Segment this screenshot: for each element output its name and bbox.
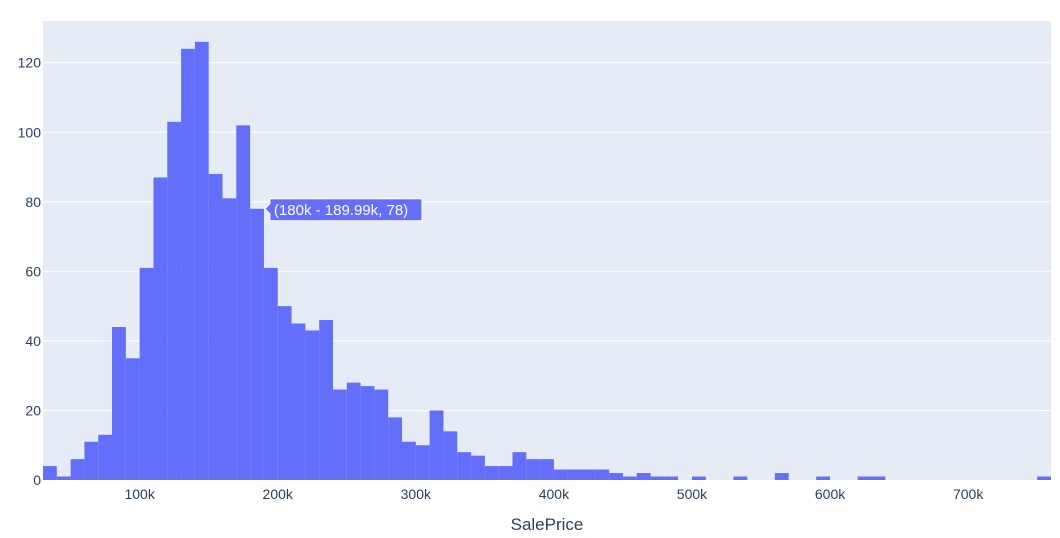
y-tick-label: 100 <box>18 124 42 140</box>
histogram-bar <box>512 452 527 480</box>
histogram-bar <box>622 476 637 480</box>
tooltip-box <box>264 198 423 222</box>
histogram-bar <box>484 466 499 480</box>
histogram-bar <box>567 469 582 480</box>
histogram-bar <box>498 466 513 480</box>
x-tick-label: 600k <box>815 486 846 502</box>
histogram-bar <box>70 459 85 480</box>
histogram-bar <box>263 267 278 480</box>
tooltip-text: (180k - 189.99k, 78) <box>274 202 408 219</box>
histogram-bar <box>250 208 264 481</box>
histogram-bar <box>733 476 748 480</box>
histogram-bar <box>609 473 623 480</box>
histogram-bar <box>43 466 57 480</box>
histogram-bar <box>581 469 596 480</box>
histogram-bar <box>429 410 444 480</box>
histogram-bar <box>332 389 347 480</box>
y-tick-label: 40 <box>25 333 41 349</box>
histogram-bar <box>402 441 416 480</box>
hover-tooltip: (180k - 189.99k, 78) <box>264 198 423 222</box>
histogram-bar <box>415 445 430 480</box>
x-tick-label: 400k <box>539 486 570 502</box>
histogram-bar <box>636 473 651 480</box>
histogram-bar <box>443 431 458 480</box>
histogram-bar <box>56 476 71 480</box>
histogram-bar <box>181 48 195 481</box>
histogram-bar <box>194 41 209 480</box>
histogram-bar <box>360 386 375 480</box>
histogram-bar <box>153 177 168 480</box>
histogram-bar <box>139 267 154 480</box>
histogram-bar <box>471 455 485 480</box>
histogram-bar <box>857 476 872 480</box>
x-tick-label: 500k <box>677 486 708 502</box>
bars <box>43 41 1051 481</box>
histogram-bar <box>125 358 140 480</box>
histogram-bar <box>595 469 610 480</box>
x-axis-title: SalePrice <box>511 515 584 533</box>
x-tick-label: 300k <box>401 486 432 502</box>
histogram-bar <box>816 476 831 480</box>
histogram-bar <box>650 476 665 480</box>
histogram-bar <box>167 121 182 480</box>
histogram-bar <box>305 330 320 480</box>
y-tick-label: 0 <box>33 472 41 488</box>
histogram-bar <box>319 320 333 480</box>
histogram-bar <box>98 434 113 480</box>
histogram-bar <box>388 417 403 480</box>
histogram-bar <box>664 476 679 480</box>
y-tick-label: 120 <box>18 55 42 71</box>
histogram-bar <box>553 469 568 480</box>
y-tick-label: 60 <box>25 263 41 279</box>
histogram-bar <box>1037 476 1051 480</box>
histogram-bar <box>112 327 126 480</box>
histogram-bar <box>540 459 554 480</box>
x-tick-label: 200k <box>263 486 294 502</box>
y-tick-label: 80 <box>25 194 41 210</box>
y-tick-label: 20 <box>25 402 41 418</box>
histogram-bar <box>346 382 361 480</box>
histogram-bar <box>691 476 706 480</box>
histogram-bar <box>774 473 789 480</box>
histogram-bar <box>374 389 389 480</box>
y-axis-ticks: 0 20 40 60 80 100 120 <box>18 55 42 488</box>
histogram-bar <box>208 174 223 480</box>
histogram-bar <box>291 323 306 480</box>
histogram-bar <box>236 125 251 481</box>
x-tick-label: 100k <box>124 486 155 502</box>
histogram-bar <box>277 306 292 480</box>
x-tick-label: 700k <box>953 486 984 502</box>
x-axis-ticks: 100k 200k 300k 400k 500k 600k 700k <box>124 486 984 502</box>
histogram-bar <box>526 459 541 480</box>
histogram-bar <box>871 476 886 480</box>
histogram-bar <box>84 441 99 480</box>
histogram-bar <box>222 198 237 480</box>
histogram-bar <box>457 452 472 480</box>
